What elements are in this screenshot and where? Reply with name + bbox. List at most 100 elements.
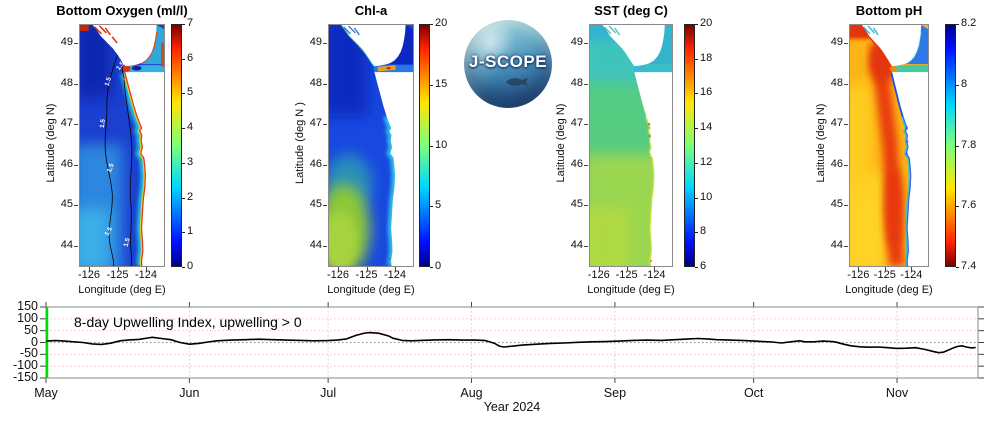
colorbar-tick-label: 1 bbox=[187, 225, 194, 238]
chlorophyll-map bbox=[328, 24, 414, 267]
lon-tick-label: -126 bbox=[326, 269, 350, 281]
colorbar-tick-label: 2 bbox=[187, 190, 194, 203]
lat-tick-label: 46 bbox=[570, 157, 583, 170]
month-tick-label: Nov bbox=[885, 386, 909, 400]
colorbar-tick-label: 20 bbox=[435, 17, 448, 29]
sst-map bbox=[589, 24, 673, 267]
timeseries-annotation: 8-day Upwelling Index, upwelling > 0 bbox=[74, 314, 302, 330]
lat-tick-label: 44 bbox=[830, 238, 843, 251]
colorbar-tick-label: 7.8 bbox=[961, 138, 977, 151]
lon-tick-label: -124 bbox=[383, 269, 407, 281]
lat-tick-label: 44 bbox=[570, 238, 583, 251]
lat-tick bbox=[74, 205, 78, 207]
svg-text:1.5: 1.5 bbox=[115, 60, 126, 72]
ph-colorbar bbox=[945, 24, 956, 267]
colorbar-tick bbox=[430, 84, 433, 86]
lat-tick bbox=[74, 83, 78, 85]
colorbar-tick-label: 10 bbox=[700, 190, 713, 203]
colorbar-tick bbox=[695, 93, 698, 95]
lat-tick-label: 45 bbox=[570, 198, 583, 211]
lon-tick-label: -124 bbox=[900, 269, 923, 281]
lat-tick bbox=[74, 124, 78, 126]
lat-tick bbox=[584, 245, 588, 247]
colorbar-tick bbox=[430, 206, 433, 208]
y-tick-label: 50 bbox=[24, 322, 38, 337]
lon-tick-label: -124 bbox=[134, 269, 158, 281]
colorbar-tick bbox=[182, 24, 185, 25]
svg-text:1.5: 1.5 bbox=[104, 226, 115, 238]
lon-tick-label: -126 bbox=[587, 269, 610, 281]
lat-tick bbox=[844, 83, 848, 85]
colorbar-tick-label: 8 bbox=[961, 77, 968, 90]
lat-tick bbox=[584, 164, 588, 166]
colorbar-tick bbox=[695, 197, 698, 199]
month-tick-label: Jul bbox=[320, 386, 337, 400]
lon-tick-label: -125 bbox=[106, 269, 129, 281]
colorbar-tick-label: 7.4 bbox=[961, 260, 977, 272]
lon-tick bbox=[366, 267, 368, 271]
colorbar-tick bbox=[956, 267, 959, 268]
colorbar-tick bbox=[182, 232, 185, 234]
month-tick-label: Oct bbox=[743, 386, 764, 400]
lat-tick bbox=[74, 164, 78, 166]
lon-tick bbox=[858, 267, 860, 271]
colorbar-tick-label: 6 bbox=[187, 51, 194, 64]
x-axis-label: Longitude (deg E) bbox=[78, 284, 166, 296]
jscope-logo-text: J-SCOPE bbox=[468, 52, 548, 71]
lat-tick-label: 45 bbox=[309, 198, 322, 211]
y-tick-label: 0 bbox=[31, 334, 38, 349]
vancouver-island-land bbox=[341, 25, 406, 67]
lat-tick bbox=[323, 43, 327, 45]
colorbar-tick bbox=[182, 93, 185, 95]
lat-tick-label: 48 bbox=[60, 76, 73, 89]
lat-tick bbox=[323, 245, 327, 247]
colorbar-tick-label: 5 bbox=[435, 199, 442, 212]
lat-tick bbox=[584, 124, 588, 126]
colorbar-tick-label: 4 bbox=[187, 121, 194, 134]
lat-tick bbox=[323, 83, 327, 85]
lon-tick bbox=[117, 267, 119, 271]
lat-tick-label: 45 bbox=[830, 198, 843, 211]
svg-text:1.5: 1.5 bbox=[104, 76, 113, 87]
panel-title: Chl-a bbox=[354, 3, 388, 18]
lat-tick-label: 44 bbox=[60, 238, 73, 251]
lat-tick-label: 44 bbox=[309, 238, 322, 251]
x-axis-label: Longitude (deg E) bbox=[327, 284, 415, 296]
colorbar-tick-label: 7.6 bbox=[961, 199, 977, 212]
colorbar-tick-label: 20 bbox=[700, 17, 713, 29]
colorbar-tick-label: 10 bbox=[435, 138, 448, 151]
x-axis-label: Longitude (deg E) bbox=[845, 284, 933, 296]
colorbar-tick bbox=[182, 162, 185, 164]
bottom-ph-map bbox=[849, 24, 929, 267]
colorbar-tick bbox=[430, 267, 433, 268]
panel-chlorophyll: Chl-a Latitude (deg N ) Longitude (deg E… bbox=[294, 0, 468, 300]
panel-sst: SST (deg C) Latitude (deg N) Longitude (… bbox=[555, 0, 729, 300]
lat-tick-label: 49 bbox=[60, 36, 73, 49]
colorbar-tick-label: 14 bbox=[700, 121, 713, 134]
lat-tick bbox=[844, 245, 848, 247]
colorbar-tick bbox=[695, 58, 698, 60]
lat-tick-label: 47 bbox=[830, 117, 843, 130]
lat-tick bbox=[584, 83, 588, 85]
svg-text:1.5: 1.5 bbox=[123, 237, 132, 248]
lon-tick-label: -125 bbox=[873, 269, 896, 281]
chlorophyll-colorbar bbox=[419, 24, 430, 267]
mainland-land bbox=[892, 72, 928, 266]
lat-tick bbox=[323, 205, 327, 207]
colorbar-tick bbox=[430, 24, 433, 25]
colorbar-tick bbox=[182, 128, 185, 130]
fish-icon bbox=[506, 77, 528, 87]
mainland-land bbox=[374, 72, 413, 266]
colorbar-tick bbox=[430, 145, 433, 147]
y-tick-label: -100 bbox=[12, 358, 38, 373]
colorbar-tick bbox=[182, 267, 185, 268]
colorbar-tick-label: 18 bbox=[700, 51, 713, 64]
lat-tick bbox=[584, 43, 588, 45]
lat-tick bbox=[844, 43, 848, 45]
lat-tick-label: 49 bbox=[570, 36, 583, 49]
lat-tick-label: 49 bbox=[830, 36, 843, 49]
lon-tick-label: -126 bbox=[77, 269, 101, 281]
lon-tick bbox=[146, 267, 147, 271]
month-tick-label: Sep bbox=[603, 386, 627, 400]
